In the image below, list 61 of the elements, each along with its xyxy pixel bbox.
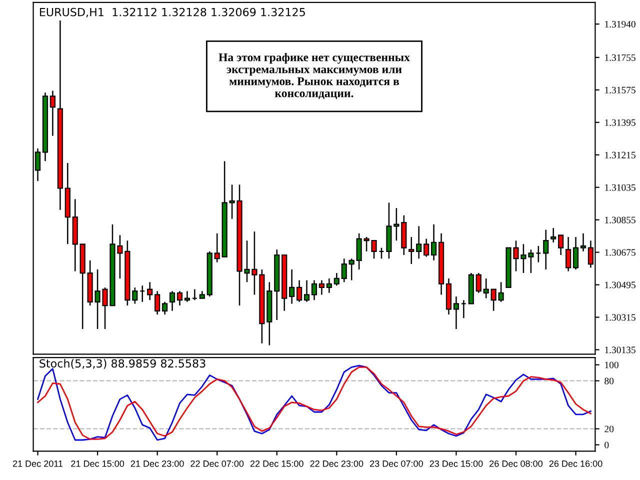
candlestick bbox=[558, 234, 564, 256]
candlestick bbox=[311, 280, 318, 301]
candlestick bbox=[476, 272, 482, 294]
y-tick-label: 100 bbox=[605, 362, 618, 368]
y-tick-label: 1.31215 bbox=[605, 152, 636, 158]
candlestick bbox=[318, 280, 325, 296]
candlestick bbox=[543, 229, 549, 270]
y-tick-label: 1.30675 bbox=[605, 249, 636, 256]
candlestick bbox=[483, 278, 489, 299]
candlestick bbox=[154, 290, 160, 316]
candlestick bbox=[176, 290, 183, 306]
candlestick bbox=[162, 301, 168, 316]
candlestick bbox=[424, 238, 430, 258]
candlestick bbox=[304, 280, 310, 303]
y-tick-label: 80 bbox=[604, 378, 614, 384]
x-tick-label: 22 Dec 15:00 bbox=[250, 460, 304, 467]
y-tick-label: 1.30495 bbox=[605, 282, 636, 288]
candlestick bbox=[408, 236, 414, 265]
x-tick-label: 21 Dec 15:00 bbox=[71, 460, 124, 467]
x-tick-label: 22 Dec 23:00 bbox=[310, 460, 364, 467]
candlestick bbox=[147, 281, 153, 301]
y-tick-label: 1.31940 bbox=[605, 20, 636, 28]
candlestick bbox=[296, 280, 302, 303]
y-tick-label: 1.31575 bbox=[605, 86, 636, 94]
x-tick-label: 26 Dec 08:00 bbox=[490, 460, 542, 467]
y-tick-label: 1.30315 bbox=[605, 314, 636, 321]
candlestick bbox=[214, 232, 220, 263]
candlestick bbox=[580, 232, 586, 252]
y-tick-label: 1.31395 bbox=[605, 119, 636, 126]
candlestick bbox=[132, 286, 138, 304]
candlestick bbox=[416, 226, 422, 260]
y-tick-label: 1.31755 bbox=[605, 54, 636, 61]
x-tick-label: 22 Dec 07:00 bbox=[190, 460, 244, 467]
x-tick-label: 21 Dec 2011 bbox=[12, 460, 63, 467]
y-tick-label: 1.30855 bbox=[605, 216, 636, 224]
annotation: На этом графике нет существенных экстремальных максимумов или минимумов. Рынок находится в консолидации. bbox=[218, 52, 410, 100]
x-tick-label: 26 Dec 16:00 bbox=[549, 460, 602, 467]
candlestick bbox=[334, 272, 340, 286]
candlestick bbox=[490, 288, 496, 312]
candlestick bbox=[289, 268, 295, 304]
candlestick bbox=[184, 290, 190, 303]
x-tick-label: 23 Dec 07:00 bbox=[370, 460, 423, 467]
chart-title: EURUSD,H1 1.32112 1.32128 1.32069 1.32125 bbox=[40, 8, 305, 18]
candlestick bbox=[326, 278, 332, 294]
y-tick-label: 20 bbox=[604, 426, 614, 432]
candlestick bbox=[431, 224, 437, 262]
candlestick bbox=[566, 236, 572, 272]
candlestick bbox=[498, 281, 504, 303]
y-tick-label: 1.30135 bbox=[605, 346, 636, 354]
y-tick-label: 0 bbox=[604, 442, 609, 448]
chart-title: Stoch(5,3,3) 88.9859 82.5583 bbox=[40, 359, 206, 369]
x-tick-label: 21 Dec 23:00 bbox=[130, 460, 184, 467]
y-tick-label: 1.31035 bbox=[605, 184, 636, 191]
candlestick bbox=[550, 227, 556, 243]
candlestick bbox=[348, 258, 354, 281]
candlestick bbox=[50, 90, 56, 137]
candlestick bbox=[169, 290, 176, 312]
candlestick bbox=[453, 296, 460, 330]
candlestick bbox=[572, 236, 579, 270]
x-tick-label: 23 Dec 15:00 bbox=[430, 460, 483, 467]
candlestick bbox=[341, 258, 347, 283]
